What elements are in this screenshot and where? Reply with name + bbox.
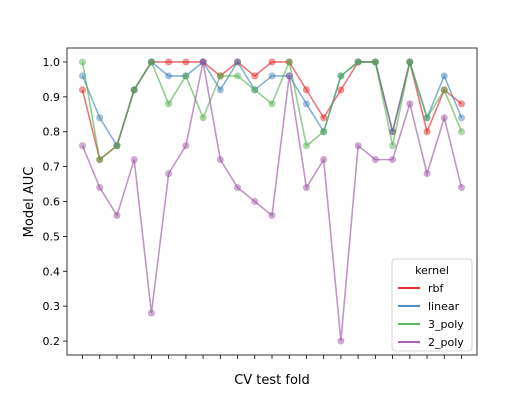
data-point <box>78 142 87 150</box>
data-point <box>165 100 173 108</box>
x-axis <box>82 355 462 359</box>
series-layer <box>78 58 466 345</box>
y-tick-label: 0.7 <box>43 161 61 174</box>
data-point <box>268 211 276 220</box>
data-point <box>130 156 138 164</box>
data-point <box>440 86 448 94</box>
data-point <box>440 72 448 80</box>
data-point <box>182 72 190 80</box>
legend-title: kernel <box>415 264 449 277</box>
x-axis-label: CV test fold <box>234 373 310 388</box>
data-point <box>233 72 242 80</box>
y-axis-label: Model AUC <box>22 167 37 238</box>
data-point <box>199 114 207 122</box>
data-point <box>302 100 311 108</box>
y-tick-label: 0.5 <box>43 230 61 243</box>
legend-box <box>391 258 473 352</box>
data-point <box>371 156 379 164</box>
y-tick-label: 0.4 <box>43 265 61 278</box>
data-point <box>388 142 397 150</box>
data-point <box>251 86 259 94</box>
data-point <box>251 197 259 206</box>
legend-entry-label: 3_poly <box>428 318 464 331</box>
data-point <box>285 58 293 66</box>
data-point <box>406 100 414 108</box>
data-point <box>388 156 397 164</box>
y-tick-label: 0.9 <box>43 91 61 104</box>
data-point <box>216 86 224 94</box>
data-point <box>96 183 104 192</box>
data-point <box>337 72 345 80</box>
data-point <box>337 86 345 94</box>
data-point <box>147 309 156 317</box>
legend-entry-label: 2_poly <box>428 336 464 349</box>
y-tick-label: 0.3 <box>43 300 61 313</box>
data-point <box>457 114 466 122</box>
legend: kernel rbf linear 3_poly 2_poly <box>391 258 473 352</box>
data-point <box>96 114 104 122</box>
data-point <box>268 58 276 66</box>
data-point <box>113 211 121 220</box>
data-point <box>165 169 173 178</box>
data-point <box>354 58 362 66</box>
data-point <box>320 128 328 136</box>
y-tick-label: 0.2 <box>43 335 61 348</box>
data-point <box>182 142 190 150</box>
data-point <box>165 58 173 66</box>
data-point <box>233 58 242 66</box>
data-point <box>440 114 448 122</box>
data-point <box>302 183 311 192</box>
data-point <box>320 114 328 122</box>
data-point <box>268 72 276 80</box>
data-point <box>147 58 156 66</box>
data-point <box>216 72 224 80</box>
data-point <box>423 128 431 136</box>
legend-entry-label: linear <box>428 300 460 313</box>
data-point <box>423 114 431 122</box>
data-point <box>233 183 242 192</box>
series-2_poly <box>78 58 466 345</box>
data-point <box>130 86 138 94</box>
data-point <box>285 72 293 80</box>
data-point <box>251 72 259 80</box>
data-point <box>113 142 121 150</box>
y-tick-label: 1.0 <box>43 56 61 69</box>
data-point <box>165 72 173 80</box>
data-point <box>78 86 87 94</box>
data-point <box>337 337 345 345</box>
series-line <box>81 59 463 162</box>
data-point <box>268 100 276 108</box>
data-point <box>216 156 224 164</box>
data-point <box>457 100 466 108</box>
y-axis: 0.2 0.3 0.4 0.5 0.6 0.7 0.8 0.9 1.0 <box>43 56 67 348</box>
y-tick-label: 0.6 <box>43 196 61 209</box>
y-tick-label: 0.8 <box>43 126 61 139</box>
data-point <box>182 58 190 66</box>
legend-entry-label: rbf <box>428 282 445 295</box>
data-point <box>78 58 87 66</box>
data-point <box>406 58 414 66</box>
data-point <box>457 183 466 192</box>
data-point <box>302 86 311 94</box>
data-point <box>96 156 104 164</box>
series-line <box>81 61 463 342</box>
data-point <box>302 142 311 150</box>
data-point <box>199 58 207 66</box>
data-point <box>371 58 379 66</box>
data-point <box>354 142 362 150</box>
data-point <box>320 156 328 164</box>
series-3_poly <box>78 58 466 164</box>
data-point <box>423 169 431 178</box>
data-point <box>457 128 466 136</box>
